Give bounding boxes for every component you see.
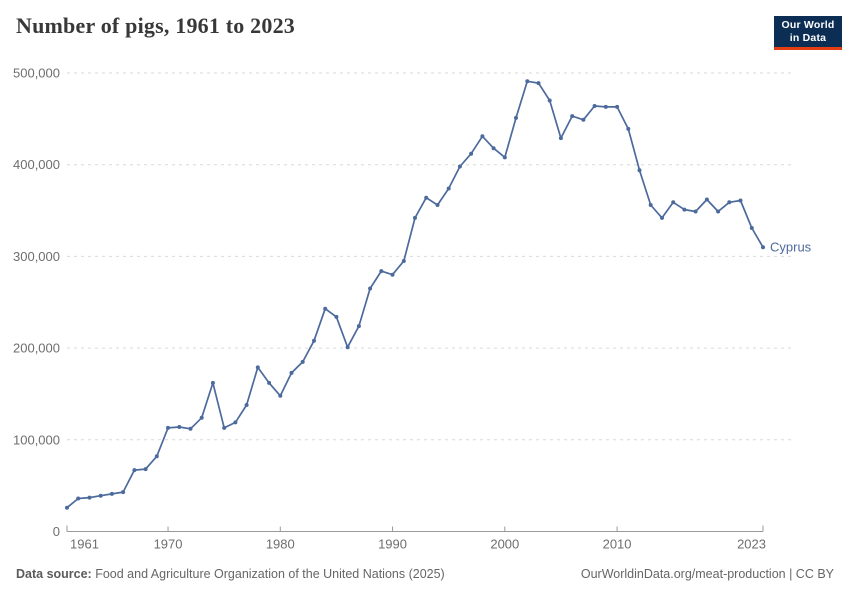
x-tick-label: 1990 xyxy=(378,537,407,552)
entity-label-cyprus[interactable]: Cyprus xyxy=(770,240,812,255)
data-point[interactable] xyxy=(682,207,687,212)
data-point[interactable] xyxy=(390,272,395,277)
y-tick-label: 500,000 xyxy=(13,66,60,81)
data-point[interactable] xyxy=(222,425,227,430)
attribution-link[interactable]: OurWorldinData.org/meat-production | CC … xyxy=(580,567,834,581)
data-point[interactable] xyxy=(637,168,642,173)
data-point[interactable] xyxy=(615,104,620,109)
data-point[interactable] xyxy=(480,134,485,139)
data-point[interactable] xyxy=(413,215,417,220)
data-point[interactable] xyxy=(514,115,518,120)
x-tick-label: 1970 xyxy=(154,537,183,552)
data-point[interactable] xyxy=(457,164,462,169)
y-tick-label: 100,000 xyxy=(13,432,60,447)
page-title: Number of pigs, 1961 to 2023 xyxy=(16,13,295,38)
data-point[interactable] xyxy=(446,186,451,191)
data-point[interactable] xyxy=(312,338,316,343)
chart-footer: Data source: Food and Agriculture Organi… xyxy=(16,567,834,581)
data-point[interactable] xyxy=(648,203,653,207)
data-point[interactable] xyxy=(502,155,507,160)
data-point[interactable] xyxy=(379,269,384,274)
data-point[interactable] xyxy=(132,468,137,473)
data-point[interactable] xyxy=(121,490,126,495)
data-point[interactable] xyxy=(749,226,754,230)
y-tick-label: 0 xyxy=(53,524,60,539)
data-point[interactable] xyxy=(626,126,631,131)
data-point[interactable] xyxy=(334,314,339,319)
data-point[interactable] xyxy=(704,197,709,202)
data-point[interactable] xyxy=(300,359,305,364)
data-point[interactable] xyxy=(536,81,541,86)
data-point[interactable] xyxy=(491,146,496,151)
data-point[interactable] xyxy=(435,203,440,207)
owid-logo[interactable]: Our World in Data xyxy=(774,16,842,50)
data-point[interactable] xyxy=(401,259,406,263)
data-point[interactable] xyxy=(154,454,159,459)
data-point[interactable] xyxy=(267,380,272,385)
x-tick-label: 1961 xyxy=(70,537,99,552)
data-point[interactable] xyxy=(356,324,361,329)
data-source-note: Data source: Food and Agriculture Organi… xyxy=(16,567,445,581)
data-point[interactable] xyxy=(98,493,103,498)
data-point[interactable] xyxy=(424,195,429,200)
data-point[interactable] xyxy=(581,117,586,122)
data-point[interactable] xyxy=(109,491,114,496)
data-point[interactable] xyxy=(727,200,732,205)
data-point[interactable] xyxy=(525,79,530,84)
data-point[interactable] xyxy=(76,496,81,501)
data-point[interactable] xyxy=(188,426,193,431)
data-point[interactable] xyxy=(65,505,69,510)
data-source-text: Food and Agriculture Organization of the… xyxy=(91,567,445,581)
x-tick-label: 2010 xyxy=(603,537,632,552)
data-source-label: Data source: xyxy=(16,567,92,581)
data-point[interactable] xyxy=(660,215,664,220)
data-point[interactable] xyxy=(693,209,698,214)
x-tick-label: 2000 xyxy=(490,537,519,552)
data-point[interactable] xyxy=(738,198,743,203)
data-point[interactable] xyxy=(469,151,474,156)
cyprus-line[interactable] xyxy=(66,80,764,509)
data-point[interactable] xyxy=(323,306,328,311)
data-point[interactable] xyxy=(210,380,215,385)
data-point[interactable] xyxy=(558,136,563,141)
data-point[interactable] xyxy=(278,393,283,398)
data-point[interactable] xyxy=(289,370,294,375)
y-tick-label: 300,000 xyxy=(13,249,60,264)
data-point[interactable] xyxy=(368,286,373,291)
data-point[interactable] xyxy=(716,209,721,214)
y-tick-label: 200,000 xyxy=(13,341,60,356)
data-point[interactable] xyxy=(233,420,238,425)
data-point[interactable] xyxy=(761,245,765,250)
owid-logo-text-line1: Our World xyxy=(781,19,835,31)
data-point[interactable] xyxy=(244,403,249,407)
data-point[interactable] xyxy=(177,425,182,429)
data-point[interactable] xyxy=(671,200,676,205)
data-point[interactable] xyxy=(345,345,350,350)
data-point[interactable] xyxy=(199,415,204,420)
data-point[interactable] xyxy=(603,104,608,109)
y-tick-label: 400,000 xyxy=(13,157,60,172)
data-point[interactable] xyxy=(547,98,552,103)
x-tick-label: 1980 xyxy=(266,537,295,552)
owid-logo-text-line2: in Data xyxy=(789,31,827,44)
data-point[interactable] xyxy=(143,467,148,472)
data-point[interactable] xyxy=(255,365,260,370)
data-point[interactable] xyxy=(87,495,92,500)
data-point[interactable] xyxy=(570,114,575,119)
x-tick-label: 2023 xyxy=(737,537,766,552)
data-point[interactable] xyxy=(166,425,170,430)
data-point[interactable] xyxy=(592,104,597,108)
